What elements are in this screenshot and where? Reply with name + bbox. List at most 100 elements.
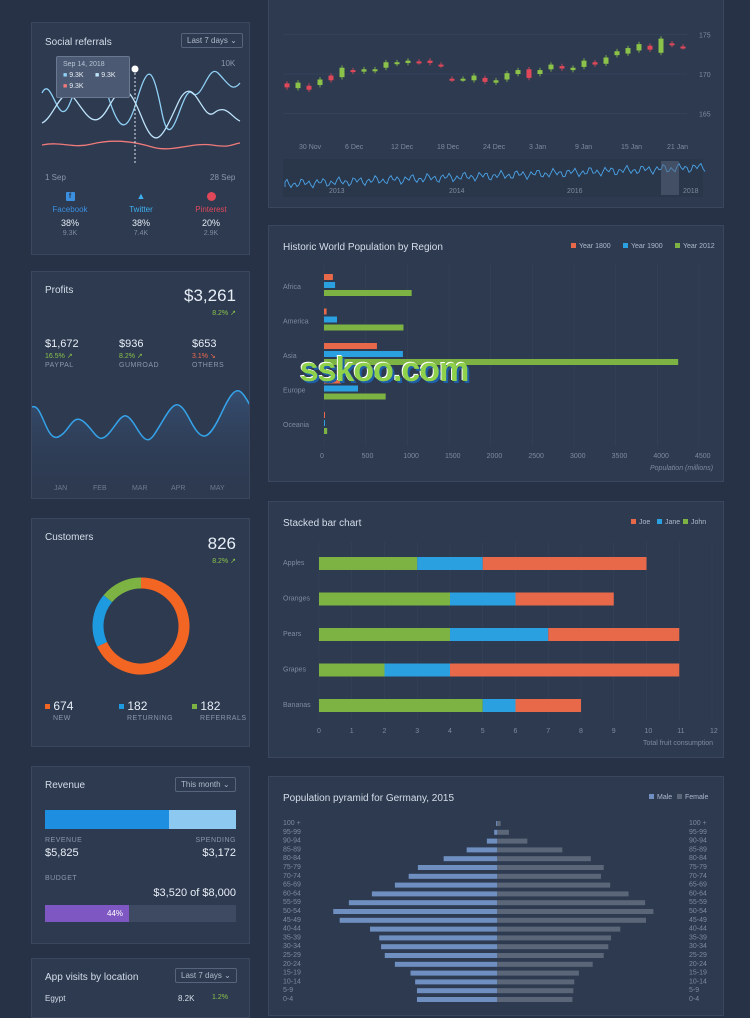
bar-pears-jane[interactable] <box>450 628 549 641</box>
range-dropdown[interactable]: This month ⌄ <box>175 777 236 792</box>
female-bar[interactable] <box>497 891 629 897</box>
candle-body[interactable] <box>350 70 356 73</box>
candle-body[interactable] <box>680 46 686 49</box>
female-bar[interactable] <box>497 882 611 888</box>
bar-asia-2[interactable] <box>324 359 679 365</box>
candle-body[interactable] <box>328 75 334 81</box>
candle-body[interactable] <box>658 38 664 53</box>
bar-oranges-jane[interactable] <box>450 592 516 606</box>
candle-body[interactable] <box>306 85 312 90</box>
male-bar[interactable] <box>394 882 497 888</box>
bar-europe-2[interactable] <box>324 393 386 400</box>
network-pinterest[interactable]: Pinterest 20% 2.9K <box>187 192 235 237</box>
legend-label[interactable]: Joe <box>639 519 650 526</box>
male-bar[interactable] <box>496 821 497 826</box>
candle-body[interactable] <box>493 80 499 83</box>
bar-apples-john[interactable] <box>319 557 418 570</box>
candle-body[interactable] <box>570 67 576 71</box>
candle-body[interactable] <box>603 57 609 64</box>
male-bar[interactable] <box>333 909 497 914</box>
candle-body[interactable] <box>284 83 290 88</box>
male-bar[interactable] <box>384 953 497 958</box>
female-bar[interactable] <box>497 953 604 958</box>
bar-oranges-joe[interactable] <box>515 592 614 606</box>
candle-body[interactable] <box>647 45 653 50</box>
hover-point[interactable] <box>131 65 139 73</box>
location-row[interactable]: Egypt 8.2K 1.2% <box>45 994 236 1003</box>
legend-label[interactable]: Female <box>685 794 708 801</box>
male-bar[interactable] <box>408 873 497 879</box>
female-bar[interactable] <box>497 865 604 870</box>
bar-africa-0[interactable] <box>324 274 333 280</box>
candle-body[interactable] <box>669 43 675 46</box>
navigator-handle[interactable] <box>661 161 679 195</box>
bar-apples-jane[interactable] <box>417 557 483 570</box>
candle-body[interactable] <box>339 67 345 78</box>
female-bar[interactable] <box>497 821 501 826</box>
male-bar[interactable] <box>466 847 497 853</box>
female-bar[interactable] <box>497 900 646 906</box>
male-bar[interactable] <box>417 865 497 870</box>
male-bar[interactable] <box>494 829 497 835</box>
bar-america-1[interactable] <box>324 316 337 323</box>
donut-slice-new[interactable] <box>97 577 190 675</box>
candle-body[interactable] <box>372 69 378 72</box>
candle-body[interactable] <box>394 62 400 65</box>
female-bar[interactable] <box>497 873 601 879</box>
bar-asia-1[interactable] <box>324 351 403 357</box>
candle-body[interactable] <box>614 51 620 56</box>
bar-bananas-joe[interactable] <box>515 699 582 712</box>
female-bar[interactable] <box>497 829 509 835</box>
range-dropdown[interactable]: Last 7 days ⌄ <box>181 33 243 48</box>
legend-label[interactable]: Jane <box>665 519 680 526</box>
network-facebook[interactable]: f Facebook 38% 9.3K <box>46 192 94 237</box>
candle-body[interactable] <box>405 60 411 63</box>
candle-body[interactable] <box>526 69 532 78</box>
bar-europe-0[interactable] <box>324 377 341 384</box>
candle-body[interactable] <box>427 60 433 63</box>
male-bar[interactable] <box>370 926 497 932</box>
legend-label[interactable]: Year 2012 <box>683 243 715 250</box>
candle-body[interactable] <box>438 64 444 67</box>
male-bar[interactable] <box>381 944 497 950</box>
candle-body[interactable] <box>581 60 587 67</box>
bar-europe-1[interactable] <box>324 385 358 392</box>
bar-oranges-john[interactable] <box>319 592 450 606</box>
candle-body[interactable] <box>482 77 488 82</box>
candle-body[interactable] <box>295 82 301 89</box>
female-bar[interactable] <box>497 926 621 932</box>
candle-body[interactable] <box>548 64 554 70</box>
candle-body[interactable] <box>449 78 455 81</box>
candle-body[interactable] <box>625 48 631 54</box>
female-bar[interactable] <box>497 917 647 923</box>
candle-body[interactable] <box>504 73 510 80</box>
donut-slice-referrals[interactable] <box>103 577 142 603</box>
navigator-panel[interactable] <box>283 159 703 197</box>
bar-africa-1[interactable] <box>324 282 336 288</box>
candle-body[interactable] <box>515 70 521 74</box>
legend-label[interactable]: John <box>691 519 706 526</box>
bar-africa-2[interactable] <box>324 290 412 296</box>
bar-oceania-0[interactable] <box>324 412 325 418</box>
female-bar[interactable] <box>497 970 579 976</box>
legend-label[interactable]: Year 1800 <box>579 243 611 250</box>
bar-oceania-1[interactable] <box>324 420 325 426</box>
candle-body[interactable] <box>416 61 422 64</box>
bar-bananas-jane[interactable] <box>482 699 516 712</box>
bar-grapes-joe[interactable] <box>450 663 680 677</box>
male-bar[interactable] <box>394 961 497 967</box>
female-bar[interactable] <box>497 847 563 853</box>
bar-america-2[interactable] <box>324 324 404 331</box>
candle-body[interactable] <box>471 75 477 81</box>
male-bar[interactable] <box>415 979 497 985</box>
bar-asia-0[interactable] <box>324 343 377 349</box>
male-bar[interactable] <box>416 988 497 994</box>
bar-oceania-2[interactable] <box>324 428 328 434</box>
female-bar[interactable] <box>497 944 609 950</box>
range-dropdown[interactable]: Last 7 days ⌄ <box>175 968 237 983</box>
candle-body[interactable] <box>559 66 565 69</box>
male-bar[interactable] <box>410 970 497 976</box>
male-bar[interactable] <box>486 838 497 844</box>
legend-label[interactable]: Male <box>657 794 672 801</box>
candle-body[interactable] <box>537 70 543 74</box>
